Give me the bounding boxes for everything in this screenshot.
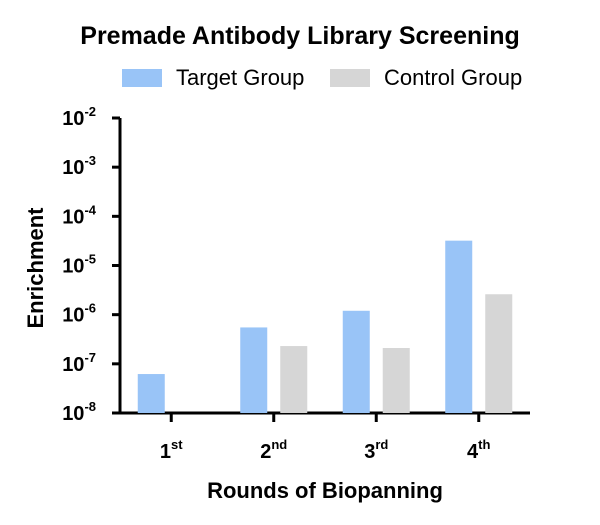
x-tick-label: 4th [467, 437, 490, 463]
bar-control-3 [382, 347, 410, 413]
bar-target-4 [445, 240, 473, 413]
y-axis-label: Enrichment [23, 207, 48, 329]
x-axis-label: Rounds of Biopanning [207, 478, 443, 503]
bar-control-2 [280, 346, 308, 413]
legend-item-control: Control Group [330, 65, 523, 90]
legend-label-target: Target Group [176, 65, 305, 90]
y-tick-label: 10-4 [62, 202, 97, 228]
x-tick-label: 1st [160, 437, 183, 463]
bar-target-1 [137, 374, 165, 413]
bar-target-3 [342, 310, 370, 413]
legend-swatch-control [330, 69, 370, 87]
y-tick-label: 10-7 [62, 350, 96, 376]
bar-target-2 [240, 327, 268, 413]
x-tick-label: 2nd [260, 437, 287, 463]
y-tick-label: 10-8 [62, 399, 96, 425]
x-tick-label: 3rd [364, 437, 388, 463]
legend-item-target: Target Group [122, 65, 305, 90]
y-tick-label: 10-6 [62, 301, 96, 327]
bar-control-4 [485, 294, 513, 413]
y-tick-label: 10-5 [62, 252, 96, 278]
legend-swatch-target [122, 69, 162, 87]
chart-title: Premade Antibody Library Screening [80, 22, 520, 50]
y-tick-label: 10-2 [62, 104, 96, 130]
legend-label-control: Control Group [384, 65, 523, 90]
y-tick-label: 10-3 [62, 153, 96, 179]
